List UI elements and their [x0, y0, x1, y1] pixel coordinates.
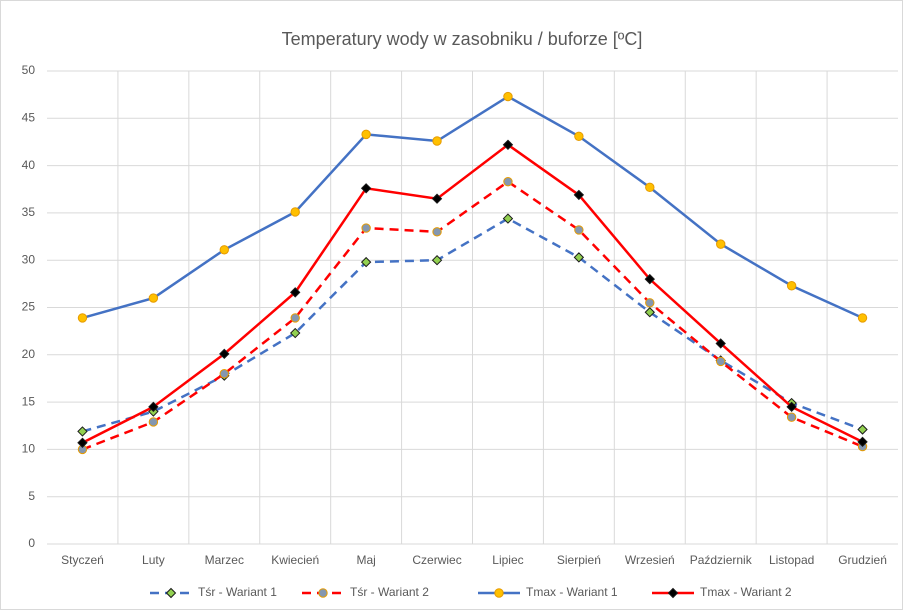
- series-line: [81, 143, 864, 444]
- marker: [290, 287, 301, 298]
- marker: [645, 182, 655, 193]
- marker: [360, 183, 372, 194]
- marker: [716, 356, 726, 367]
- y-tick-label: 40: [22, 158, 36, 172]
- x-tick-label: Wrzesień: [625, 553, 675, 567]
- series-line: [82, 95, 864, 320]
- marker: [148, 401, 159, 413]
- chart-title: Temperatury wody w zasobniku / buforze […: [282, 29, 643, 49]
- legend-marker: [667, 587, 679, 599]
- marker: [644, 273, 655, 285]
- x-tick-label: Sierpień: [557, 553, 601, 567]
- marker: [431, 193, 443, 204]
- legend-label: Tmax - Wariant 2: [700, 585, 792, 599]
- y-tick-label: 50: [22, 63, 36, 77]
- legend-label: Tśr - Wariant 2: [350, 585, 429, 599]
- legend-marker: [494, 588, 504, 598]
- marker: [148, 293, 159, 303]
- marker: [573, 189, 585, 201]
- legend-label: Tmax - Wariant 1: [526, 585, 618, 599]
- marker: [148, 417, 159, 427]
- marker: [716, 239, 726, 249]
- marker: [431, 254, 443, 266]
- marker: [574, 225, 584, 235]
- marker: [644, 307, 655, 318]
- marker: [645, 298, 655, 308]
- marker: [574, 131, 584, 141]
- x-tick-label: Grudzień: [838, 553, 887, 567]
- marker: [857, 424, 868, 435]
- y-tick-label: 20: [22, 347, 36, 361]
- marker: [857, 436, 868, 448]
- marker: [290, 327, 301, 339]
- marker: [573, 252, 585, 263]
- y-tick-label: 30: [22, 252, 36, 266]
- marker: [786, 281, 797, 291]
- marker: [360, 256, 372, 268]
- marker: [219, 245, 229, 255]
- x-tick-label: Luty: [142, 553, 165, 567]
- x-tick-label: Lipiec: [492, 553, 523, 567]
- x-tick-label: Maj: [356, 553, 375, 567]
- marker: [502, 213, 514, 224]
- marker: [503, 91, 513, 102]
- x-tick-label: Czerwiec: [412, 553, 461, 567]
- x-tick-label: Październik: [690, 553, 753, 567]
- series-line: [82, 217, 863, 433]
- legend-label: Tśr - Wariant 1: [198, 585, 277, 599]
- x-tick-label: Styczeń: [61, 553, 104, 567]
- marker: [290, 207, 300, 217]
- x-tick-label: Marzec: [205, 553, 244, 567]
- marker: [77, 426, 88, 437]
- y-tick-label: 10: [22, 442, 36, 456]
- x-tick-label: Listopad: [769, 553, 814, 567]
- y-tick-label: 35: [22, 205, 36, 219]
- legend-marker: [318, 588, 328, 598]
- x-tick-label: Kwiecień: [271, 553, 319, 567]
- marker: [290, 313, 300, 323]
- marker: [219, 348, 230, 360]
- marker: [432, 227, 442, 237]
- legend-marker: [165, 587, 177, 599]
- series-line: [82, 180, 864, 451]
- marker: [219, 369, 229, 379]
- y-tick-label: 5: [28, 489, 35, 503]
- marker: [361, 129, 371, 140]
- y-tick-label: 25: [22, 300, 36, 314]
- y-tick-label: 0: [28, 536, 35, 550]
- marker: [786, 401, 797, 413]
- marker: [432, 136, 442, 146]
- marker: [77, 437, 88, 448]
- marker: [361, 223, 371, 233]
- marker: [502, 139, 514, 150]
- marker: [857, 313, 868, 323]
- y-tick-label: 15: [22, 394, 36, 408]
- y-tick-label: 45: [22, 110, 36, 124]
- marker: [786, 412, 797, 422]
- marker: [77, 313, 88, 323]
- marker: [503, 176, 513, 187]
- marker: [715, 338, 726, 349]
